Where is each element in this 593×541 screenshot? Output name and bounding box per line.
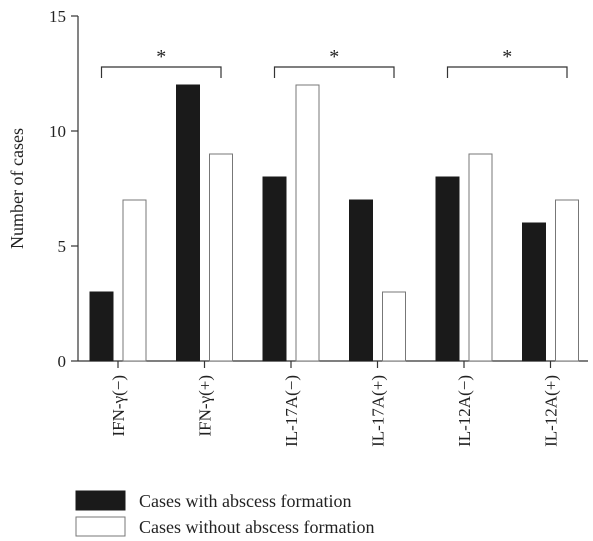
- significance-bracket: [100, 66, 222, 78]
- significance-bracket: [446, 66, 568, 78]
- y-tick-label: 5: [58, 237, 67, 256]
- bar: [262, 176, 287, 362]
- y-tick-label: 10: [49, 122, 66, 141]
- x-tick-label: IFN-γ(+): [196, 375, 215, 436]
- bar: [382, 291, 406, 362]
- legend: Cases with abscess formation Cases withou…: [75, 490, 374, 537]
- bar: [349, 199, 373, 362]
- bar: [89, 291, 114, 362]
- bar: [435, 176, 460, 362]
- x-tick-label: IL-17A(−): [282, 375, 301, 447]
- x-axis: IFN-γ(−) IFN-γ(+) IL-17A(−) IL-17A(+) IL-12A…: [78, 360, 588, 447]
- bar: [122, 199, 147, 362]
- significance-star: *: [329, 46, 339, 68]
- significance-star: *: [156, 46, 166, 68]
- legend-swatch: [75, 490, 126, 511]
- y-tick-label: 15: [49, 7, 66, 26]
- bar: [176, 84, 200, 362]
- y-axis-label: Number of cases: [7, 128, 27, 249]
- y-tick-label: 0: [58, 352, 67, 371]
- x-tick-label: IL-17A(+): [369, 375, 388, 447]
- significance-brackets: * * *: [100, 46, 568, 78]
- legend-label: Cases with abscess formation: [139, 491, 351, 511]
- bar: [468, 153, 493, 362]
- significance-star: *: [502, 46, 512, 68]
- y-axis: 0 5 10 15: [49, 7, 79, 371]
- bar: [555, 199, 579, 362]
- bar: [522, 222, 546, 362]
- x-tick-label: IL-12A(−): [455, 375, 474, 447]
- bar: [295, 84, 320, 362]
- legend-label: Cases without abscess formation: [139, 517, 374, 537]
- x-tick-label: IFN-γ(−): [109, 375, 128, 436]
- legend-swatch: [75, 516, 126, 537]
- bars: [89, 84, 579, 362]
- significance-bracket: [273, 66, 395, 78]
- x-tick-label: IL-12A(+): [542, 375, 561, 447]
- bar: [209, 153, 233, 362]
